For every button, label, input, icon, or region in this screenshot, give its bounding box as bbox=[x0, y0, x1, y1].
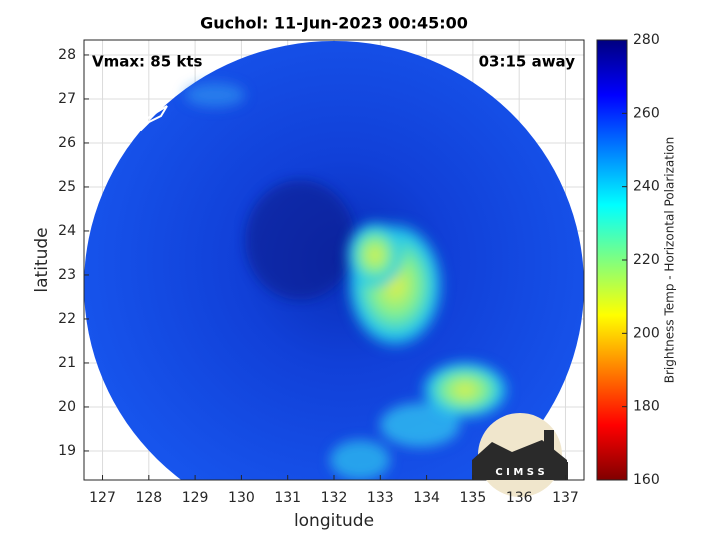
annotation: 03:15 away bbox=[479, 53, 576, 71]
coastline bbox=[132, 105, 168, 131]
swath-image bbox=[84, 41, 584, 480]
colorbar-tick-label: 160 bbox=[633, 472, 660, 488]
y-tick-label: 25 bbox=[58, 179, 76, 195]
x-tick-label: 132 bbox=[321, 490, 348, 506]
y-tick-label: 23 bbox=[58, 267, 76, 283]
annotation: Vmax: 85 kts bbox=[92, 53, 202, 71]
y-tick-label: 21 bbox=[58, 355, 76, 371]
x-axis-label: longitude bbox=[294, 511, 374, 531]
colorbar-tick-label: 240 bbox=[633, 179, 660, 195]
y-tick-label: 27 bbox=[58, 91, 76, 107]
chart-title: Guchol: 11-Jun-2023 00:45:00 bbox=[200, 14, 468, 33]
colorbar-tick-label: 260 bbox=[633, 105, 660, 121]
x-tick-label: 128 bbox=[135, 490, 162, 506]
y-tick-label: 28 bbox=[58, 47, 76, 63]
y-axis-label: latitude bbox=[32, 227, 52, 292]
y-tick-label: 20 bbox=[58, 399, 76, 415]
x-tick-label: 131 bbox=[274, 490, 301, 506]
colorbar-tick-label: 220 bbox=[633, 252, 660, 268]
y-tick-label: 24 bbox=[58, 223, 76, 239]
logo: C I M S S bbox=[472, 413, 568, 497]
coastline bbox=[197, 39, 220, 48]
x-tick-label: 137 bbox=[552, 490, 579, 506]
colorbar-tick-label: 280 bbox=[633, 32, 660, 48]
logo-text: C I M S S bbox=[495, 467, 544, 478]
x-tick-label: 135 bbox=[460, 490, 487, 506]
x-tick-label: 130 bbox=[228, 490, 255, 506]
colorbar-label: Brightness Temp - Horizontal Polarizatio… bbox=[663, 137, 677, 384]
x-tick-label: 127 bbox=[89, 490, 116, 506]
x-tick-label: 129 bbox=[182, 490, 209, 506]
x-tick-label: 134 bbox=[413, 490, 440, 506]
y-tick-label: 22 bbox=[58, 311, 76, 327]
colorbar-tick-label: 180 bbox=[633, 399, 660, 415]
y-tick-label: 26 bbox=[58, 135, 76, 151]
y-tick-label: 19 bbox=[58, 443, 76, 459]
x-tick-label: 136 bbox=[506, 490, 533, 506]
x-tick-label: 133 bbox=[367, 490, 394, 506]
colorbar-tick-label: 200 bbox=[633, 325, 660, 341]
